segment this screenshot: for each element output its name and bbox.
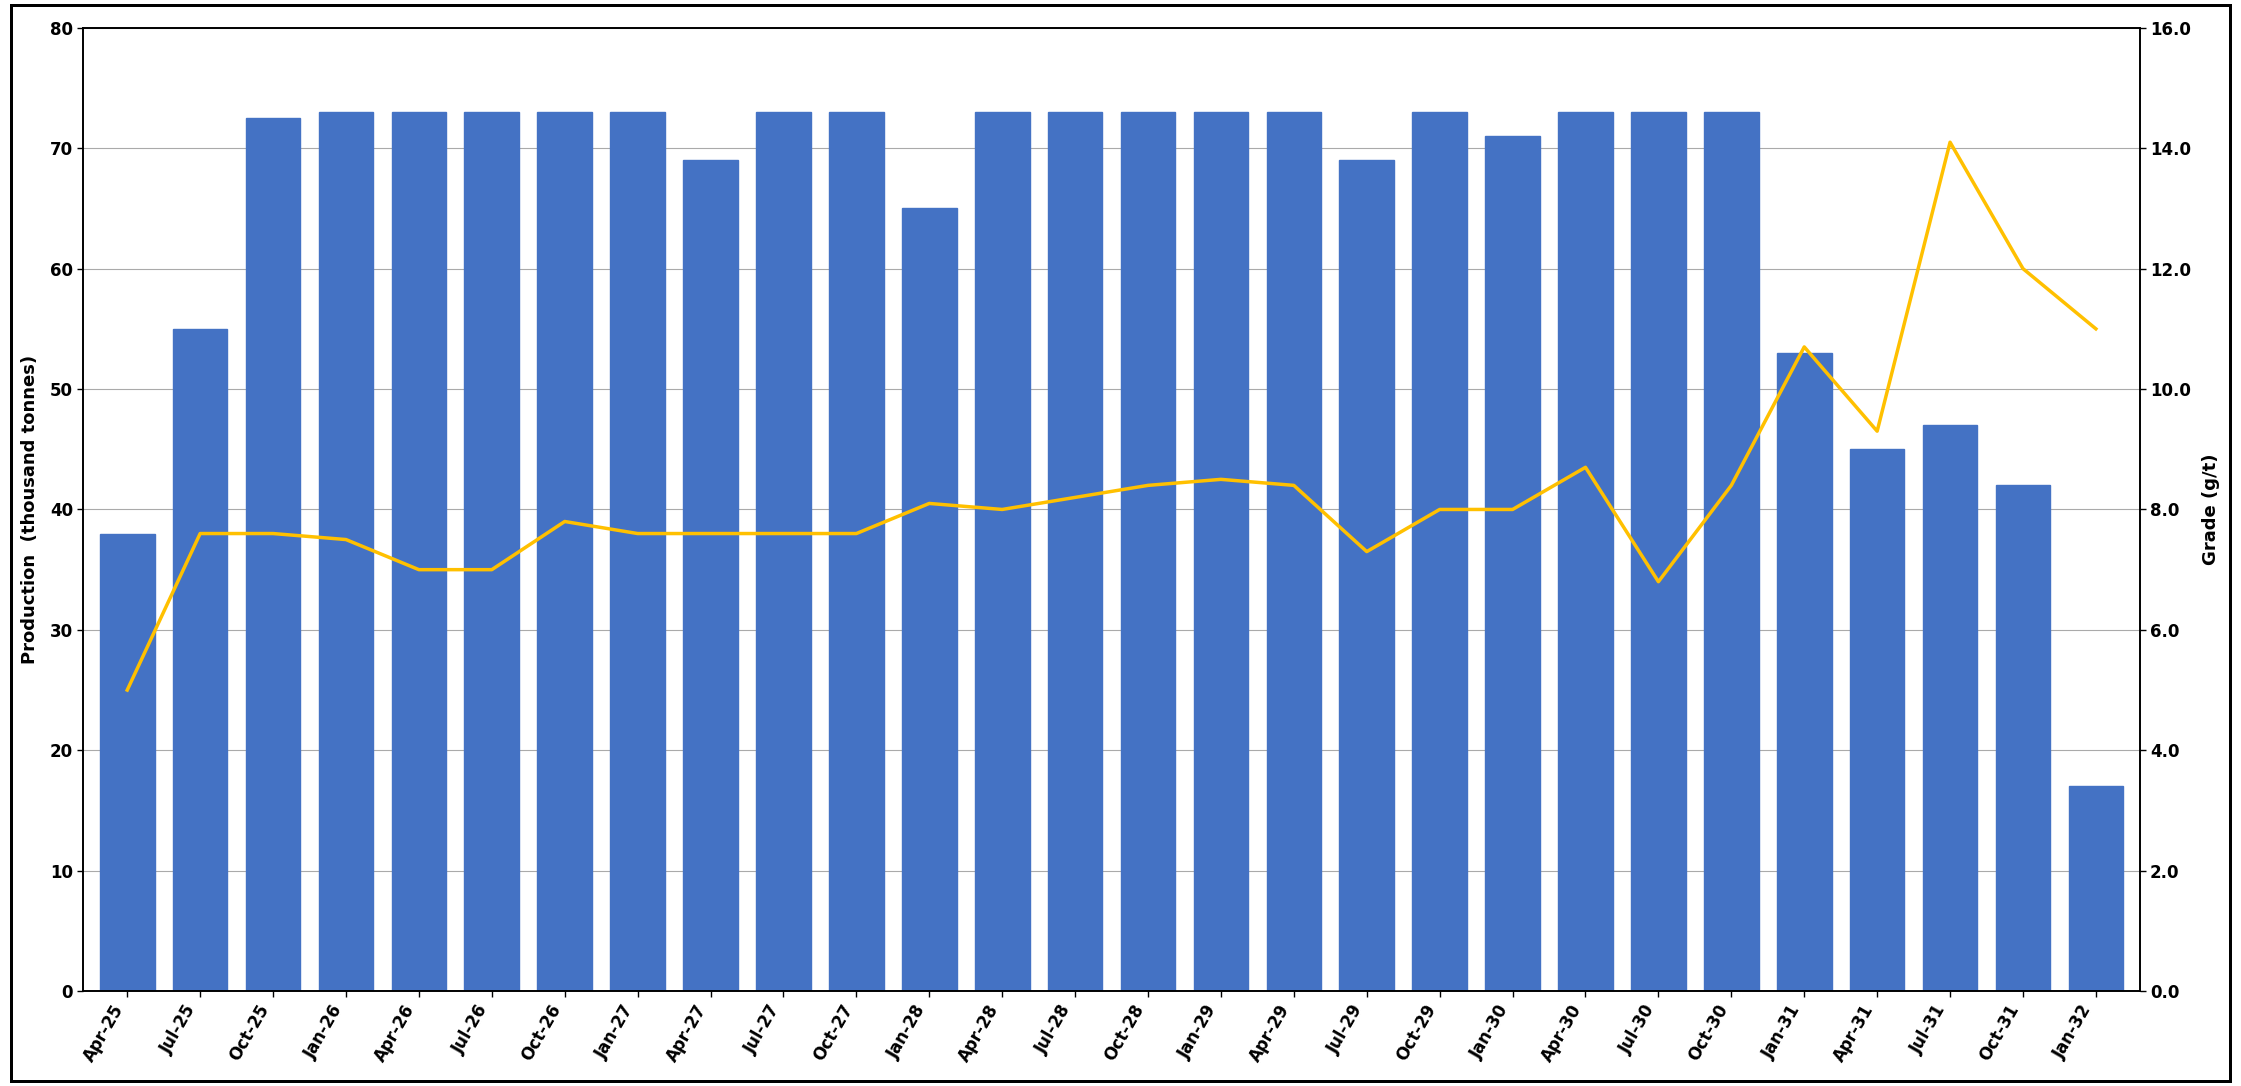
Bar bbox=[755, 112, 811, 992]
Bar bbox=[1412, 112, 1468, 992]
Bar bbox=[1849, 450, 1905, 992]
Bar bbox=[1923, 426, 1977, 992]
Bar bbox=[392, 112, 446, 992]
Bar bbox=[610, 112, 666, 992]
Bar bbox=[1049, 112, 1103, 992]
Bar bbox=[1997, 485, 2051, 992]
Bar bbox=[464, 112, 520, 992]
Bar bbox=[1340, 161, 1394, 992]
Bar bbox=[101, 533, 155, 992]
Bar bbox=[1557, 112, 1614, 992]
Bar bbox=[173, 329, 229, 992]
Bar bbox=[901, 209, 957, 992]
Bar bbox=[1703, 112, 1759, 992]
Bar bbox=[1777, 353, 1831, 992]
Bar bbox=[1194, 112, 1248, 992]
Bar bbox=[1266, 112, 1322, 992]
Bar bbox=[1486, 136, 1540, 992]
Bar bbox=[1631, 112, 1685, 992]
Bar bbox=[829, 112, 883, 992]
Bar bbox=[1120, 112, 1174, 992]
Bar bbox=[2068, 786, 2122, 992]
Bar bbox=[975, 112, 1029, 992]
Bar bbox=[318, 112, 374, 992]
Bar bbox=[247, 118, 300, 992]
Bar bbox=[684, 161, 737, 992]
Bar bbox=[538, 112, 592, 992]
Y-axis label: Production  (thousand tonnes): Production (thousand tonnes) bbox=[20, 355, 38, 664]
Y-axis label: Grade (g/t): Grade (g/t) bbox=[2203, 454, 2221, 565]
